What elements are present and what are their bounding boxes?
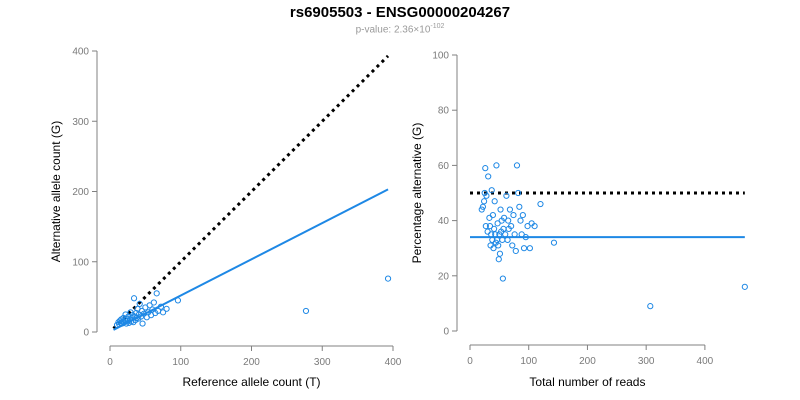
left-x-tick-label: 400 [385,357,402,368]
right-data-point [486,223,494,230]
right-data-point [485,173,492,180]
right-data-point [484,228,491,235]
p-value-text: p-value: 2.36×10 [355,24,431,36]
p-value-exponent: -102 [430,23,445,30]
right-x-tick-label: 100 [520,356,537,367]
right-y-tick-label: 20 [438,271,450,282]
right-data-point [499,275,506,282]
right-data-point [510,211,517,219]
left-reference-line [112,54,390,330]
right-data-point [518,231,525,238]
right-y-axis-label: Percentage alternative (G) [410,123,424,264]
right-data-point [531,223,538,230]
right-data-point [647,303,654,310]
right-data-point [524,223,531,230]
right-data-point [512,247,519,255]
right-data-point [506,206,514,213]
left-data-point [174,297,182,304]
left-y-tick-label: 0 [83,328,89,339]
right-data-point [504,236,511,244]
left-x-tick-label: 200 [243,357,260,368]
right-data-point [520,245,528,252]
right-data-point [505,217,512,224]
right-data-point [496,250,504,257]
right-data-point [490,225,498,232]
left-x-tick-label: 0 [107,357,113,368]
right-data-point [488,231,495,238]
right-data-point [482,165,489,172]
left-data-point [159,309,167,316]
right-data-point [489,211,497,219]
right-data-point [494,220,501,227]
right-data-point [491,198,498,205]
left-y-tick-label: 200 [72,187,89,198]
left-y-tick-label: 400 [72,47,89,58]
right-data-point [479,203,487,210]
right-data-point [483,192,490,199]
left-y-tick-label: 300 [72,117,89,128]
left-y-tick-label: 100 [72,257,89,268]
right-data-point [550,239,558,246]
right-y-tick-label: 0 [443,327,449,338]
left-data-point [153,290,160,297]
right-data-point [502,231,509,238]
right-data-point [508,223,515,230]
left-data-point [130,295,138,302]
left-x-tick-label: 300 [314,357,331,368]
right-data-point [517,217,524,224]
right-data-point [516,203,523,210]
right-x-tick-label: 300 [638,356,655,367]
left-data-point [136,300,143,307]
right-data-point [741,283,748,290]
right-data-point [486,214,493,221]
right-data-point [519,211,526,219]
left-y-axis-label: Alternative allele count (G) [49,121,63,262]
left-x-axis-label: Reference allele count (T) [182,375,320,389]
right-data-point [522,234,529,241]
right-data-point [500,214,508,221]
right-data-point [492,231,499,238]
left-data-point [302,307,310,315]
chart-title: rs6905503 - ENSG00000204267 [289,4,511,21]
right-y-tick-label: 100 [432,51,449,62]
right-x-axis-label: Total number of reads [529,375,645,389]
right-x-tick-label: 400 [697,356,714,367]
right-data-point [493,162,500,169]
left-data-point [384,275,392,282]
left-data-point [157,303,165,310]
chart-subtitle: p-value: 2.36×10-102 [0,23,800,35]
left-data-point [139,320,146,327]
right-y-tick-label: 40 [438,216,450,227]
right-data-point [509,242,516,249]
right-data-point [515,189,522,197]
right-data-point [480,198,488,205]
right-data-point [503,192,510,199]
right-data-point [537,200,544,208]
right-x-tick-label: 200 [579,356,596,367]
right-data-point [495,256,502,263]
right-data-point [513,162,521,169]
right-x-tick-label: 0 [467,356,473,367]
right-y-tick-label: 60 [438,161,450,172]
left-data-point [163,305,170,312]
right-data-point [495,242,502,249]
right-data-point [488,187,495,194]
right-data-point [511,231,518,238]
right-data-point [478,206,485,213]
right-data-point [482,223,489,230]
left-data-point [146,302,153,309]
right-data-point [497,206,504,213]
right-y-tick-label: 80 [438,106,450,117]
left-x-tick-label: 100 [172,357,189,368]
left-fit-line [113,188,389,331]
right-data-point [490,245,497,252]
left-data-point [150,299,157,306]
right-data-point [526,245,533,252]
